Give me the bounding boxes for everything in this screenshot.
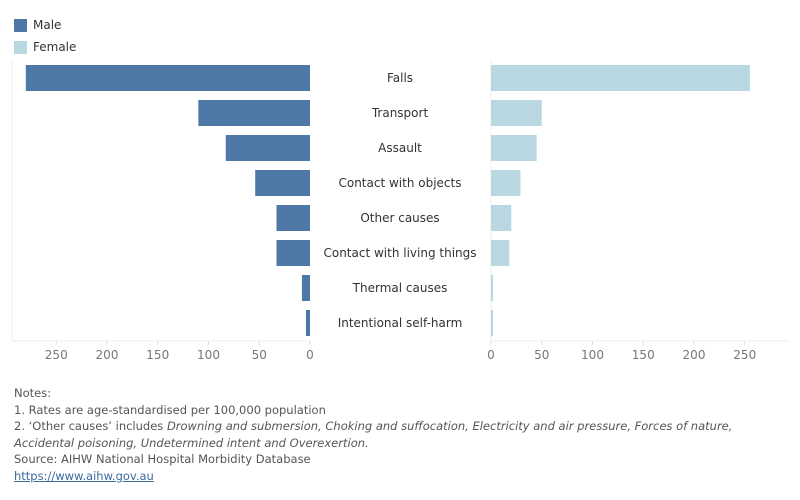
male-bar [276,240,310,266]
note-1: 1. Rates are age-standardised per 100,00… [14,402,326,417]
male-swatch [14,18,27,32]
category-label: Contact with living things [323,246,476,260]
female-bar [491,65,750,91]
right-tick-label: 100 [581,348,604,362]
category-label: Falls [387,71,413,85]
female-bar [491,170,521,196]
notes-heading: Notes: [14,386,52,400]
legend: Male Female [14,14,76,58]
left-tick-label: 100 [197,348,220,362]
category-label: Thermal causes [352,281,448,295]
legend-label: Male [33,18,62,32]
legend-item-male[interactable]: Male [14,14,76,36]
source: Source: AIHW National Hospital Morbidity… [14,452,311,466]
male-bar [305,310,310,336]
female-bar [491,205,512,231]
notes: Notes: 1. Rates are age-standardised per… [14,385,794,484]
right-tick-label: 250 [733,348,756,362]
male-bar [198,100,310,126]
note-2-list: Drowning and submersion, Choking and suf… [14,419,733,450]
female-bar [491,275,494,301]
left-tick-label: 0 [306,348,314,362]
left-tick-label: 250 [45,348,68,362]
category-label: Intentional self-harm [338,316,463,330]
male-bar [225,135,310,161]
female-bar [491,310,494,336]
category-label: Transport [371,106,429,120]
note-2-prefix: 2. ‘Other causes’ includes [14,419,167,433]
left-tick-label: 50 [252,348,267,362]
male-bar [25,65,311,91]
female-bar [491,100,542,126]
right-tick-label: 150 [632,348,655,362]
male-bar [301,275,310,301]
butterfly-chart: Falls Transport Assault Contact with object… [11,60,789,362]
right-tick-label: 200 [683,348,706,362]
category-label: Other causes [360,211,439,225]
male-bar [276,205,310,231]
left-tick-label: 150 [146,348,169,362]
right-tick-label: 50 [534,348,549,362]
right-tick-label: 0 [487,348,495,362]
category-label: Contact with objects [338,176,461,190]
legend-label: Female [33,40,77,54]
male-bar [255,170,310,196]
female-bar [491,240,510,266]
female-bar [491,135,537,161]
female-swatch [14,40,27,54]
source-link[interactable]: https://www.aihw.gov.au [14,468,154,483]
category-label: Assault [378,141,422,155]
left-tick-label: 200 [96,348,119,362]
legend-item-female[interactable]: Female [14,36,76,58]
note-2: 2. ‘Other causes’ includes Drowning and … [14,418,794,451]
